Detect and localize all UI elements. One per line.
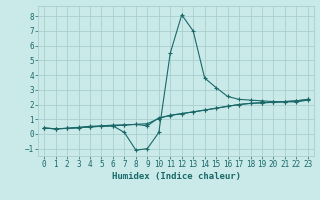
- X-axis label: Humidex (Indice chaleur): Humidex (Indice chaleur): [111, 172, 241, 181]
